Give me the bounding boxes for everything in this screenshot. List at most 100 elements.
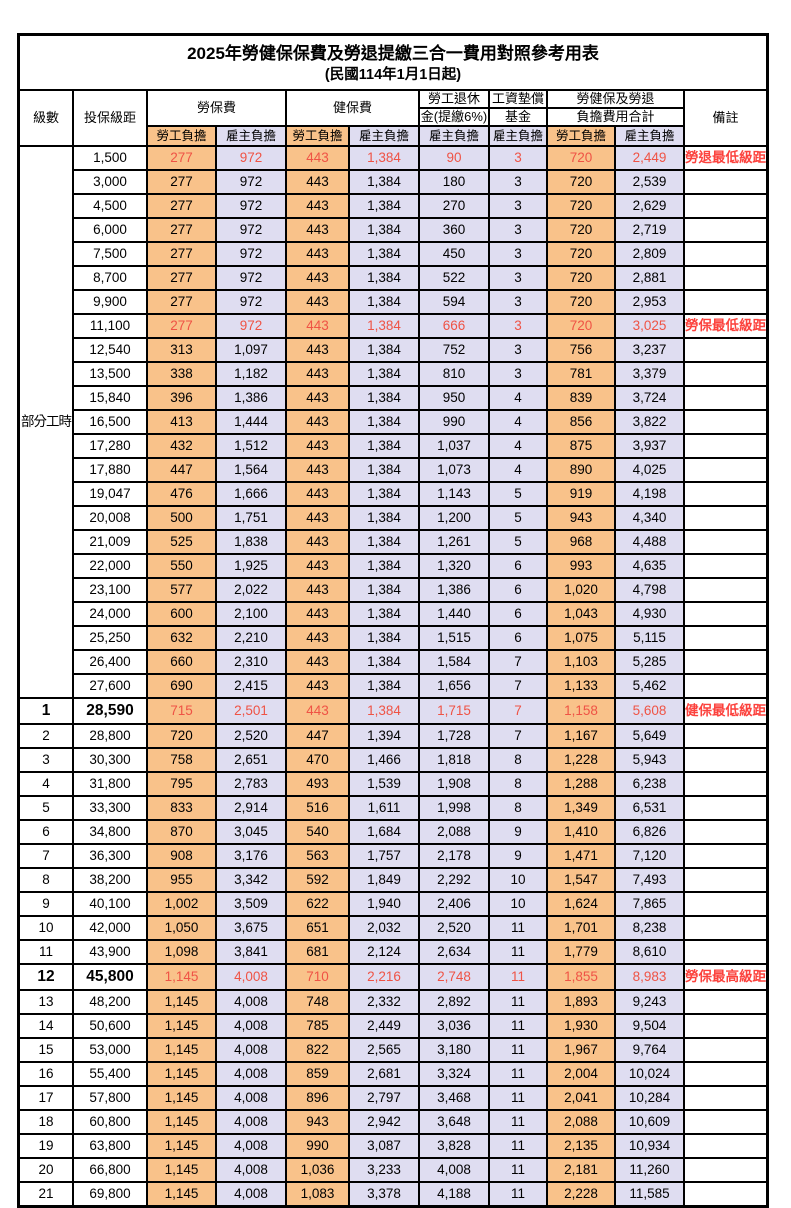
- cell-remark: [683, 747, 769, 773]
- cell-level: 6: [17, 819, 74, 845]
- cell-level: 21: [17, 1181, 74, 1208]
- cell-labor-employer: 2,210: [215, 625, 287, 651]
- table-row: 10 42,000 1,050 3,675 651 2,032 2,520 11 1,701 8,…: [17, 915, 769, 941]
- table-row: 17,880 447 1,564 443 1,384 1,073 4 890 4,025: [19, 457, 769, 483]
- cell-health-employee: 990: [285, 1133, 350, 1159]
- cell-health-employer: 1,384: [348, 529, 420, 555]
- cell-health-employee: 896: [285, 1085, 350, 1111]
- cell-labor-employer: 4,008: [215, 1181, 287, 1208]
- cell-labor-employee: 690: [146, 673, 217, 699]
- cell-health-employer: 2,124: [348, 939, 420, 965]
- cell-total-employer: 7,120: [614, 843, 685, 869]
- cell-remark: [683, 457, 769, 483]
- cell-wagefund-employer: 3: [488, 361, 548, 387]
- cell-pension-employer: 1,440: [418, 601, 490, 627]
- cell-bracket: 19,047: [72, 481, 148, 507]
- cell-labor-employee: 715: [146, 697, 217, 725]
- cell-remark: [683, 505, 769, 531]
- cell-health-employer: 1,384: [348, 289, 420, 315]
- cell-bracket: 69,800: [72, 1181, 148, 1208]
- cell-level: 5: [17, 795, 74, 821]
- cell-labor-employer: 4,008: [215, 1013, 287, 1039]
- cell-labor-employee: 600: [146, 601, 217, 627]
- cell-total-employer: 2,449: [614, 145, 685, 171]
- cell-health-employee: 447: [285, 723, 350, 749]
- cell-pension-employer: 1,073: [418, 457, 490, 483]
- cell-labor-employer: 3,342: [215, 867, 287, 893]
- cell-labor-employee: 1,050: [146, 915, 217, 941]
- cell-health-employer: 1,384: [348, 697, 420, 725]
- cell-wagefund-employer: 5: [488, 505, 548, 531]
- subheader-wagefund-employer: 雇主負擔: [488, 125, 548, 147]
- cell-total-employer: 5,649: [614, 723, 685, 749]
- cell-bracket: 24,000: [72, 601, 148, 627]
- cell-total-employee: 2,041: [546, 1085, 616, 1111]
- cell-health-employee: 859: [285, 1061, 350, 1087]
- cell-total-employer: 5,462: [614, 673, 685, 699]
- header-row-2: 金(提繳6%) 基金 負擔費用合計: [19, 107, 768, 127]
- cell-pension-employer: 2,292: [418, 867, 490, 893]
- cell-health-employer: 1,384: [348, 601, 420, 627]
- cell-bracket: 28,590: [72, 697, 148, 725]
- cell-health-employee: 443: [285, 337, 350, 363]
- cell-health-employee: 1,083: [285, 1181, 350, 1208]
- cell-wagefund-employer: 5: [488, 529, 548, 555]
- cell-health-employer: 1,384: [348, 313, 420, 339]
- cell-labor-employer: 1,444: [215, 409, 287, 435]
- cell-pension-employer: 3,324: [418, 1061, 490, 1087]
- cell-labor-employer: 972: [215, 145, 287, 171]
- cell-level: 17: [17, 1085, 74, 1111]
- cell-bracket: 43,900: [72, 939, 148, 965]
- cell-remark: [683, 601, 769, 627]
- cell-total-employee: 993: [546, 553, 616, 579]
- table-row: 17 57,800 1,145 4,008 896 2,797 3,468 11 2,041 10…: [17, 1085, 769, 1111]
- cell-remark: [683, 529, 769, 555]
- cell-remark: [683, 481, 769, 507]
- cell-labor-employee: 758: [146, 747, 217, 773]
- cell-health-employer: 1,849: [348, 867, 420, 893]
- cell-total-employee: 1,133: [546, 673, 616, 699]
- cell-health-employee: 943: [285, 1109, 350, 1135]
- cell-health-employer: 2,032: [348, 915, 420, 941]
- table-row: 9 40,100 1,002 3,509 622 1,940 2,406 10 1,624 7,8…: [17, 891, 769, 917]
- cell-health-employer: 1,539: [348, 771, 420, 797]
- cell-bracket: 63,800: [72, 1133, 148, 1159]
- cell-remark: 健保最低級距: [683, 697, 769, 725]
- cell-labor-employer: 4,008: [215, 1109, 287, 1135]
- cell-pension-employer: 1,715: [418, 697, 490, 725]
- cell-health-employee: 443: [285, 481, 350, 507]
- table-row: 13,500 338 1,182 443 1,384 810 3 781 3,379: [19, 361, 769, 387]
- cell-remark: [683, 649, 769, 675]
- cell-health-employer: 1,940: [348, 891, 420, 917]
- header-row-1: 級數 投保級距 勞保費 健保費 勞工退休 工資墊償 勞健保及勞退 備註: [17, 89, 769, 147]
- cell-wagefund-employer: 3: [488, 145, 548, 171]
- cell-level: 1: [17, 697, 74, 725]
- table-row: 26,400 660 2,310 443 1,384 1,584 7 1,103 5,285: [19, 649, 769, 675]
- cell-labor-employee: 720: [146, 723, 217, 749]
- cell-labor-employee: 1,098: [146, 939, 217, 965]
- cell-remark: [683, 385, 769, 411]
- cell-bracket: 17,880: [72, 457, 148, 483]
- cell-wagefund-employer: 11: [488, 1181, 548, 1208]
- cell-total-employee: 839: [546, 385, 616, 411]
- cell-bracket: 30,300: [72, 747, 148, 773]
- title-row: 2025年勞健保保費及勞退提繳三合一費用對照參考用表 (民國114年1月1日起): [17, 33, 769, 91]
- cell-bracket: 33,300: [72, 795, 148, 821]
- table-row: 22,000 550 1,925 443 1,384 1,320 6 993 4,635: [19, 553, 769, 579]
- cell-labor-employer: 3,675: [215, 915, 287, 941]
- cell-health-employer: 1,684: [348, 819, 420, 845]
- table-row: 19 63,800 1,145 4,008 990 3,087 3,828 11 2,135 10…: [17, 1133, 769, 1159]
- cell-total-employee: 1,471: [546, 843, 616, 869]
- cell-wagefund-employer: 11: [488, 915, 548, 941]
- cell-labor-employee: 1,145: [146, 989, 217, 1015]
- cell-labor-employer: 4,008: [215, 1037, 287, 1063]
- cell-level: 12: [17, 963, 74, 991]
- cell-remark: [683, 723, 769, 749]
- cell-health-employer: 1,384: [348, 625, 420, 651]
- table-row: 8,700 277 972 443 1,384 522 3 720 2,881: [19, 265, 769, 291]
- cell-labor-employer: 1,386: [215, 385, 287, 411]
- cell-wagefund-employer: 4: [488, 385, 548, 411]
- cell-bracket: 36,300: [72, 843, 148, 869]
- cell-wagefund-employer: 8: [488, 747, 548, 773]
- cell-pension-employer: 522: [418, 265, 490, 291]
